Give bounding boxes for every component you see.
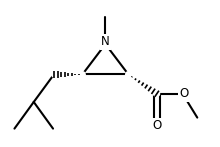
Text: O: O bbox=[152, 119, 161, 132]
Text: O: O bbox=[180, 87, 189, 100]
Text: N: N bbox=[101, 35, 110, 48]
